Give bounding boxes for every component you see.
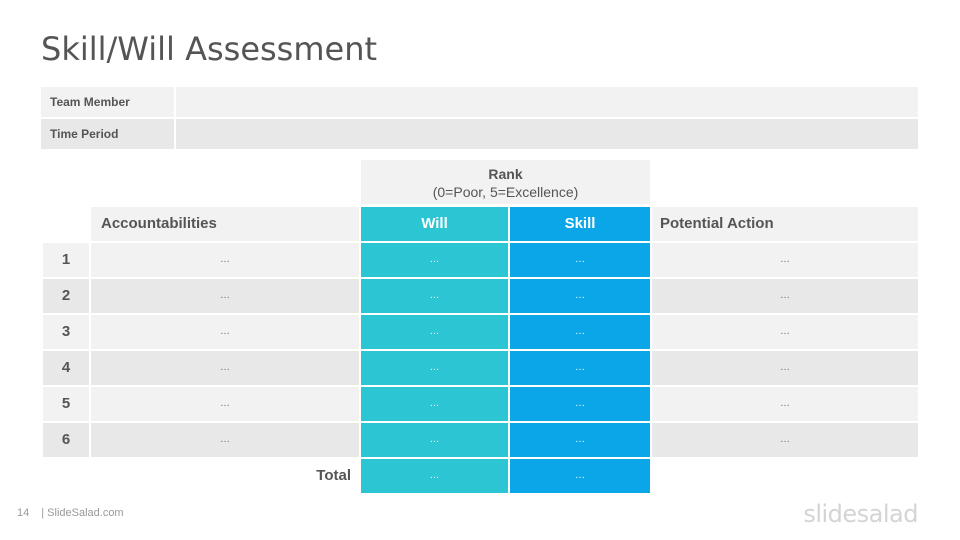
- page-number: 14: [17, 507, 30, 519]
- will-cell[interactable]: …: [361, 423, 508, 457]
- skill-cell[interactable]: …: [510, 279, 650, 313]
- potential-action-cell[interactable]: …: [652, 243, 918, 277]
- header-skill: Skill: [510, 207, 650, 241]
- will-cell[interactable]: …: [361, 279, 508, 313]
- total-label: Total: [316, 467, 351, 484]
- rank-header: Rank (0=Poor, 5=Excellence): [361, 160, 650, 204]
- time-period-row: Time Period: [41, 119, 918, 149]
- will-cell[interactable]: …: [361, 243, 508, 277]
- accountability-cell[interactable]: …: [91, 279, 359, 313]
- skill-cell[interactable]: …: [510, 351, 650, 385]
- row-number: 4: [43, 351, 89, 385]
- row-number: 2: [43, 279, 89, 313]
- skill-cell[interactable]: …: [510, 387, 650, 421]
- team-member-row: Team Member: [41, 87, 918, 117]
- row-number: 1: [43, 243, 89, 277]
- accountability-cell[interactable]: …: [91, 243, 359, 277]
- header-will: Will: [361, 207, 508, 241]
- team-member-value[interactable]: [176, 87, 918, 117]
- skill-cell[interactable]: …: [510, 315, 650, 349]
- rank-subtitle: (0=Poor, 5=Excellence): [432, 184, 579, 200]
- slidesalad-logo: slidesalad: [803, 500, 918, 528]
- header-accountabilities: Accountabilities: [91, 207, 359, 241]
- accountability-cell[interactable]: …: [91, 315, 359, 349]
- row-number: 6: [43, 423, 89, 457]
- header-blank: [43, 207, 89, 241]
- page-title: Skill/Will Assessment: [41, 30, 378, 68]
- rank-title: Rank: [488, 166, 523, 182]
- time-period-value[interactable]: [176, 119, 918, 149]
- footer-site: | SlideSalad.com: [41, 507, 124, 519]
- team-member-label: Team Member: [41, 87, 174, 117]
- row-number: 3: [43, 315, 89, 349]
- will-cell[interactable]: …: [361, 387, 508, 421]
- header-potential-action: Potential Action: [652, 207, 918, 241]
- accountability-cell[interactable]: …: [91, 423, 359, 457]
- will-cell[interactable]: …: [361, 315, 508, 349]
- time-period-label: Time Period: [41, 119, 174, 149]
- potential-action-cell[interactable]: …: [652, 351, 918, 385]
- total-will-cell[interactable]: …: [361, 459, 508, 493]
- potential-action-cell[interactable]: …: [652, 315, 918, 349]
- accountability-cell[interactable]: …: [91, 351, 359, 385]
- skill-cell[interactable]: …: [510, 243, 650, 277]
- accountability-cell[interactable]: …: [91, 387, 359, 421]
- skill-cell[interactable]: …: [510, 423, 650, 457]
- potential-action-cell[interactable]: …: [652, 423, 918, 457]
- footer: 14 | SlideSalad.com: [17, 507, 124, 519]
- row-number: 5: [43, 387, 89, 421]
- potential-action-cell[interactable]: …: [652, 387, 918, 421]
- potential-action-cell[interactable]: …: [652, 279, 918, 313]
- total-skill-cell[interactable]: …: [510, 459, 650, 493]
- will-cell[interactable]: …: [361, 351, 508, 385]
